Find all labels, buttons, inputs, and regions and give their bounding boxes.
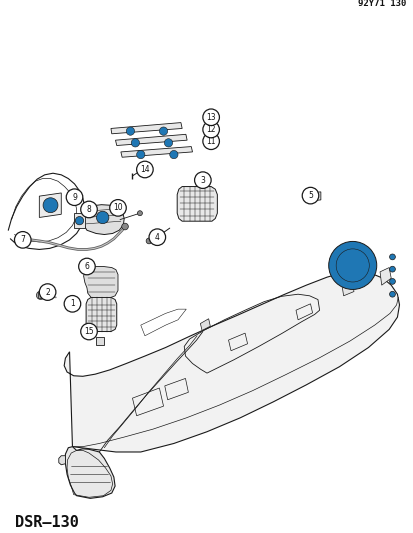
Circle shape	[39, 284, 56, 301]
Circle shape	[335, 249, 368, 282]
Circle shape	[121, 223, 128, 230]
Text: 2: 2	[45, 288, 50, 296]
Polygon shape	[82, 205, 124, 235]
Text: 10: 10	[113, 204, 123, 212]
Text: 6: 6	[84, 262, 89, 271]
Polygon shape	[96, 337, 104, 345]
Circle shape	[194, 172, 211, 189]
Circle shape	[14, 231, 31, 248]
Text: 4: 4	[154, 233, 159, 241]
Circle shape	[169, 150, 178, 159]
Circle shape	[109, 199, 126, 216]
Text: 92Y71 130: 92Y71 130	[357, 0, 405, 8]
Circle shape	[159, 127, 167, 135]
Circle shape	[137, 211, 142, 216]
Circle shape	[146, 238, 152, 244]
Text: 1: 1	[70, 300, 75, 308]
Text: 14: 14	[140, 165, 150, 174]
Polygon shape	[177, 187, 217, 221]
Polygon shape	[379, 268, 390, 285]
Circle shape	[66, 189, 83, 206]
Text: 11: 11	[206, 137, 215, 146]
Text: 8: 8	[86, 205, 91, 214]
Circle shape	[131, 139, 139, 147]
Text: DSR–130: DSR–130	[15, 515, 79, 530]
Circle shape	[81, 201, 97, 218]
Text: 12: 12	[206, 125, 215, 134]
Circle shape	[136, 161, 153, 178]
Circle shape	[75, 216, 83, 225]
Polygon shape	[306, 192, 320, 201]
Circle shape	[126, 127, 134, 135]
Polygon shape	[86, 297, 116, 332]
Polygon shape	[64, 272, 399, 452]
Polygon shape	[342, 284, 353, 296]
Text: 7: 7	[20, 236, 25, 244]
Polygon shape	[83, 266, 118, 297]
Circle shape	[78, 258, 95, 275]
Circle shape	[43, 198, 58, 213]
Circle shape	[64, 295, 81, 312]
Circle shape	[149, 229, 165, 246]
Circle shape	[202, 109, 219, 126]
Circle shape	[202, 133, 219, 150]
Polygon shape	[65, 447, 115, 498]
Circle shape	[96, 211, 109, 224]
Text: 3: 3	[200, 176, 205, 184]
Circle shape	[81, 323, 97, 340]
Polygon shape	[59, 456, 65, 465]
Polygon shape	[200, 319, 210, 330]
Circle shape	[389, 292, 394, 297]
Circle shape	[389, 254, 394, 260]
Polygon shape	[121, 147, 192, 157]
Polygon shape	[74, 213, 85, 228]
Text: 15: 15	[84, 327, 94, 336]
Circle shape	[164, 139, 172, 147]
Polygon shape	[111, 123, 182, 134]
Polygon shape	[115, 134, 187, 146]
Circle shape	[36, 291, 45, 300]
Circle shape	[136, 150, 145, 159]
Text: 9: 9	[72, 193, 77, 201]
Circle shape	[389, 279, 394, 284]
Circle shape	[389, 266, 394, 272]
Text: 5: 5	[307, 191, 312, 200]
Circle shape	[301, 187, 318, 204]
Circle shape	[202, 121, 219, 138]
Text: 13: 13	[206, 113, 216, 122]
Polygon shape	[39, 193, 61, 217]
Circle shape	[328, 241, 376, 289]
